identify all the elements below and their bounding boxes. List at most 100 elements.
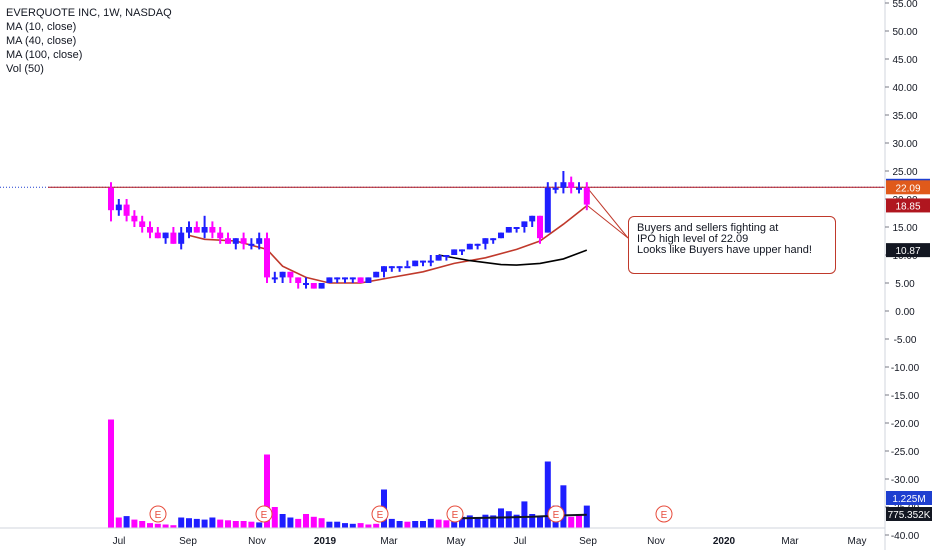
legend-vol[interactable]: Vol (50) — [6, 63, 44, 75]
volume-bar — [201, 519, 208, 528]
candle[interactable] — [505, 227, 512, 233]
symbol-title[interactable]: EVERQUOTE INC, 1W, NASDAQ — [6, 7, 172, 19]
volume-badge-label: 1.225M — [892, 494, 925, 505]
candle[interactable] — [576, 182, 582, 194]
price-tick-label: -20.00 — [891, 419, 920, 430]
earnings-marker-circle — [655, 505, 673, 523]
candle-body — [108, 187, 114, 211]
candle-body — [217, 232, 224, 239]
volume-bar — [466, 515, 473, 528]
candle[interactable] — [388, 266, 395, 272]
candle[interactable] — [287, 271, 294, 283]
candle[interactable] — [381, 266, 387, 278]
candle[interactable] — [529, 215, 536, 227]
candle[interactable] — [443, 255, 450, 261]
earnings-marker[interactable]: E — [446, 505, 464, 523]
candle-body — [248, 243, 255, 246]
candle[interactable] — [396, 266, 403, 272]
candle[interactable] — [349, 277, 356, 283]
candle[interactable] — [108, 182, 114, 222]
candle[interactable] — [240, 232, 247, 250]
candle[interactable] — [568, 176, 575, 194]
candle[interactable] — [131, 210, 138, 227]
volume-bar — [396, 521, 403, 528]
candle-body — [147, 227, 153, 233]
candle[interactable] — [537, 215, 543, 244]
candle[interactable] — [420, 260, 426, 267]
candle[interactable] — [193, 221, 200, 233]
candle[interactable] — [232, 238, 239, 250]
candle[interactable] — [209, 221, 216, 239]
candle[interactable] — [482, 238, 489, 250]
candle[interactable] — [466, 243, 473, 250]
candle[interactable] — [217, 227, 224, 244]
candle[interactable] — [342, 277, 348, 283]
candle[interactable] — [544, 182, 551, 233]
legend-ma40[interactable]: MA (40, close) — [6, 35, 77, 47]
price-badge-label: 18.85 — [895, 201, 920, 212]
candle[interactable] — [123, 199, 130, 222]
candle[interactable] — [279, 271, 286, 283]
candle[interactable] — [427, 255, 434, 267]
volume-bar — [373, 523, 380, 528]
candle[interactable] — [513, 227, 520, 233]
candle[interactable] — [310, 283, 317, 289]
time-tick-label: 2020 — [713, 536, 736, 547]
candle[interactable] — [583, 182, 590, 211]
candle[interactable] — [521, 221, 528, 233]
candle[interactable] — [115, 199, 122, 216]
candle-body — [521, 221, 528, 227]
candle[interactable] — [318, 283, 325, 289]
volume-bar — [310, 516, 317, 528]
candle[interactable] — [170, 227, 177, 244]
candle[interactable] — [334, 277, 341, 283]
legend-ma10[interactable]: MA (10, close) — [6, 21, 77, 33]
candle[interactable] — [225, 232, 231, 244]
earnings-marker[interactable]: E — [255, 505, 273, 523]
earnings-marker[interactable]: E — [149, 505, 167, 523]
candle[interactable] — [435, 255, 442, 261]
candle[interactable] — [295, 277, 302, 289]
candle[interactable] — [498, 232, 504, 239]
candle[interactable] — [474, 243, 481, 250]
candle[interactable] — [264, 232, 270, 283]
candle[interactable] — [365, 277, 372, 283]
candle-body — [264, 238, 270, 278]
candle[interactable] — [373, 271, 380, 278]
candle-body — [583, 187, 590, 205]
annotation-callout[interactable]: Buyers and sellers fighting at IPO high … — [628, 216, 836, 274]
candle[interactable] — [154, 227, 161, 239]
earnings-marker[interactable]: E — [547, 505, 565, 523]
price-tick-label: 55.00 — [892, 0, 917, 10]
candle[interactable] — [552, 182, 559, 194]
candle[interactable] — [186, 221, 192, 239]
candle[interactable] — [178, 227, 185, 250]
candle[interactable] — [459, 249, 465, 255]
candle[interactable] — [139, 215, 146, 233]
candle[interactable] — [271, 271, 278, 283]
earnings-marker[interactable]: E — [655, 505, 673, 523]
candle[interactable] — [162, 232, 169, 244]
volume-bar — [139, 521, 146, 528]
candle-body — [162, 232, 169, 239]
volume-bar — [178, 517, 185, 528]
candle[interactable] — [303, 277, 309, 289]
candle-body — [576, 187, 582, 190]
candle[interactable] — [412, 260, 419, 267]
candle[interactable] — [451, 249, 458, 255]
candle[interactable] — [147, 221, 153, 239]
legend-ma100[interactable]: MA (100, close) — [6, 49, 83, 61]
earnings-marker[interactable]: E — [371, 505, 389, 523]
candle[interactable] — [560, 171, 567, 194]
candle-body — [451, 249, 458, 255]
candle[interactable] — [490, 238, 497, 244]
candle[interactable] — [404, 260, 411, 269]
candle[interactable] — [326, 277, 333, 283]
candle[interactable] — [256, 232, 263, 250]
candle[interactable] — [357, 277, 364, 283]
ma40-line[interactable] — [438, 249, 588, 266]
candle[interactable] — [248, 238, 255, 250]
volume-bar — [232, 521, 239, 528]
candle[interactable] — [201, 215, 208, 239]
